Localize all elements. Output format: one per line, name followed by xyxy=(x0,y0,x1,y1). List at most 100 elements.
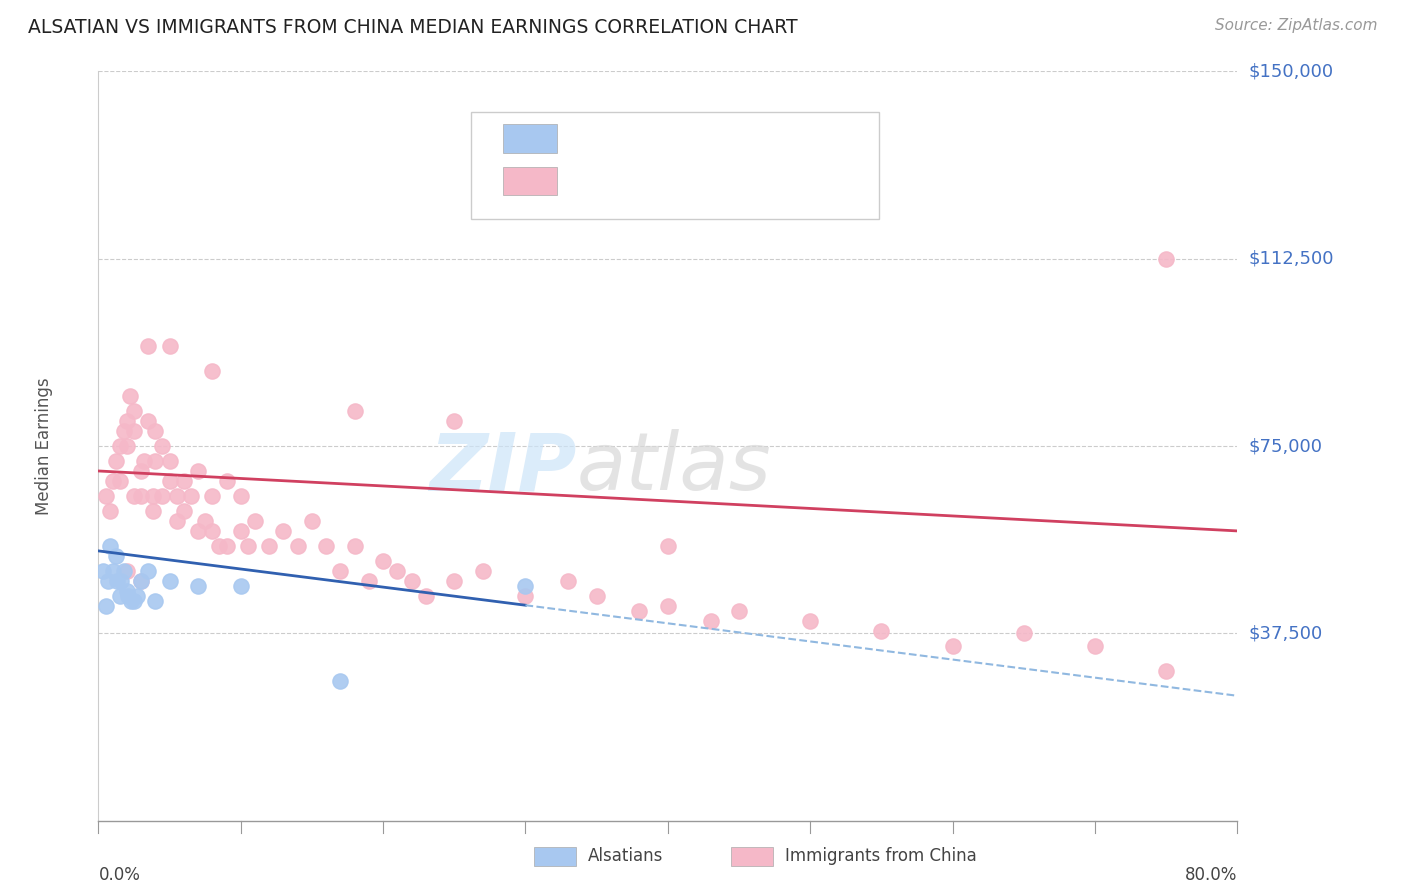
Point xyxy=(301,514,323,528)
Text: $112,500: $112,500 xyxy=(1249,250,1334,268)
Point xyxy=(187,524,209,538)
Text: atlas: atlas xyxy=(576,429,772,508)
Point xyxy=(141,489,163,503)
Point xyxy=(112,424,135,438)
Text: 80.0%: 80.0% xyxy=(1185,865,1237,884)
Point xyxy=(159,339,181,353)
Point xyxy=(229,524,252,538)
Text: N =: N = xyxy=(689,129,725,147)
Point xyxy=(94,489,117,503)
Point xyxy=(443,414,465,428)
Point xyxy=(357,574,380,588)
Point xyxy=(229,579,252,593)
Point xyxy=(115,439,138,453)
Point xyxy=(243,514,266,528)
Point xyxy=(194,514,217,528)
Point xyxy=(97,574,120,588)
Point xyxy=(132,454,155,468)
Text: Alsatians: Alsatians xyxy=(588,847,664,865)
Point xyxy=(136,564,159,578)
Point xyxy=(122,404,145,418)
Point xyxy=(129,464,152,478)
Point xyxy=(443,574,465,588)
Text: Immigrants from China: Immigrants from China xyxy=(785,847,976,865)
Point xyxy=(401,574,423,588)
Point xyxy=(152,489,174,503)
Point xyxy=(129,574,152,588)
Text: Source: ZipAtlas.com: Source: ZipAtlas.com xyxy=(1215,18,1378,33)
Point xyxy=(208,539,231,553)
Point xyxy=(471,564,494,578)
Point xyxy=(329,673,352,688)
Point xyxy=(870,624,893,638)
Point xyxy=(236,539,259,553)
Point xyxy=(110,574,132,588)
Point xyxy=(942,639,965,653)
Text: -0.116: -0.116 xyxy=(616,172,675,190)
Point xyxy=(287,539,309,553)
Point xyxy=(129,574,152,588)
Text: R =: R = xyxy=(574,129,610,147)
Point xyxy=(371,554,394,568)
Point xyxy=(699,614,721,628)
Text: $37,500: $37,500 xyxy=(1249,624,1323,642)
Text: $150,000: $150,000 xyxy=(1249,62,1333,80)
Point xyxy=(94,599,117,613)
Point xyxy=(1154,252,1177,266)
Point xyxy=(1084,639,1107,653)
Point xyxy=(101,474,124,488)
Point xyxy=(166,514,188,528)
Text: $75,000: $75,000 xyxy=(1249,437,1323,455)
Text: 78: 78 xyxy=(728,172,751,190)
Point xyxy=(728,604,751,618)
Point xyxy=(141,504,163,518)
Point xyxy=(1012,626,1035,640)
Point xyxy=(1154,664,1177,678)
Text: 0.0%: 0.0% xyxy=(98,865,141,884)
Point xyxy=(117,589,139,603)
Point xyxy=(145,594,167,608)
Point xyxy=(343,539,366,553)
Text: ZIP: ZIP xyxy=(429,429,576,508)
Text: N =: N = xyxy=(689,172,725,190)
Point xyxy=(105,574,128,588)
Point xyxy=(159,574,181,588)
Point xyxy=(122,489,145,503)
Point xyxy=(122,594,145,608)
Text: Median Earnings: Median Earnings xyxy=(35,377,53,515)
Text: -0.318: -0.318 xyxy=(616,129,675,147)
Point xyxy=(315,539,337,553)
Point xyxy=(120,594,142,608)
Point xyxy=(201,364,224,378)
Point xyxy=(585,589,607,603)
Point xyxy=(108,474,131,488)
Text: ALSATIAN VS IMMIGRANTS FROM CHINA MEDIAN EARNINGS CORRELATION CHART: ALSATIAN VS IMMIGRANTS FROM CHINA MEDIAN… xyxy=(28,18,797,37)
Point xyxy=(201,489,224,503)
Point xyxy=(145,454,167,468)
Point xyxy=(145,424,167,438)
Point xyxy=(187,464,209,478)
Point xyxy=(557,574,579,588)
Point xyxy=(125,589,148,603)
Point xyxy=(122,424,145,438)
Point xyxy=(159,454,181,468)
Point xyxy=(415,589,437,603)
Point xyxy=(152,439,174,453)
Point xyxy=(799,614,821,628)
Point xyxy=(98,539,121,553)
Point xyxy=(215,474,238,488)
Text: 23: 23 xyxy=(728,129,752,147)
Point xyxy=(112,564,135,578)
Point xyxy=(515,589,537,603)
Point xyxy=(115,414,138,428)
Point xyxy=(229,489,252,503)
Point xyxy=(201,524,224,538)
Point xyxy=(166,489,188,503)
Text: R =: R = xyxy=(574,172,610,190)
Point xyxy=(387,564,409,578)
Point xyxy=(108,439,131,453)
Point xyxy=(159,474,181,488)
Point xyxy=(515,579,537,593)
Point xyxy=(101,564,124,578)
Point xyxy=(104,549,127,563)
